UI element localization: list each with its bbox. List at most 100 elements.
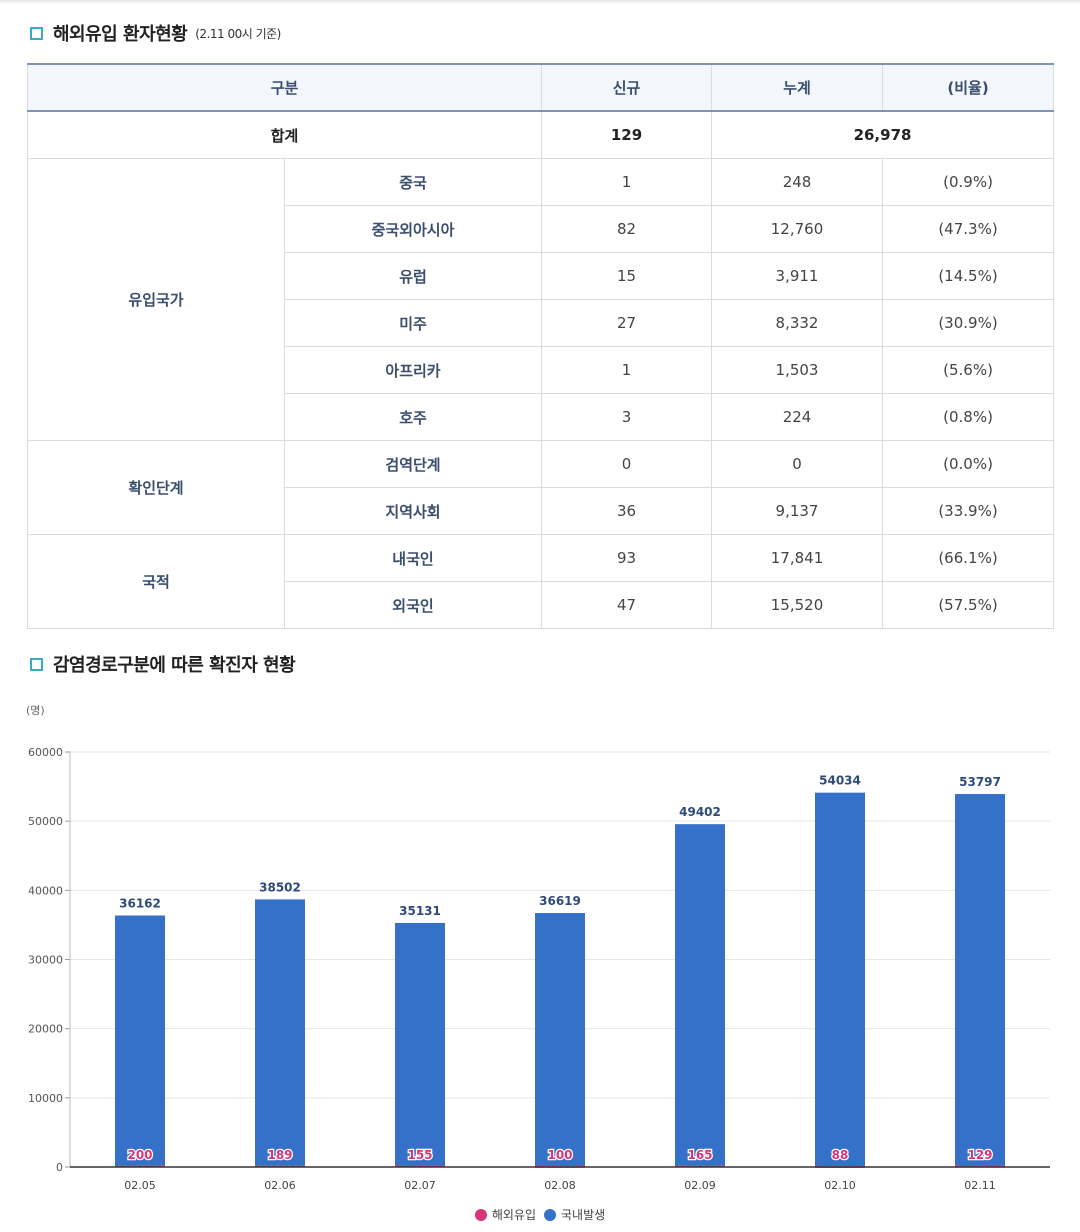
total-new: 129 <box>541 110 713 159</box>
y-tick-label: 20000 <box>28 1023 63 1036</box>
x-tick-label: 02.11 <box>964 1179 996 1192</box>
section-header-route: 감염경로구분에 따른 확진자 현황 <box>30 651 296 677</box>
legend-label: 해외유입 <box>491 1208 536 1222</box>
table-row: 외국인 47 15,520 (57.5%) <box>28 581 1055 629</box>
x-tick-label: 02.10 <box>824 1179 856 1192</box>
table-row: 확인단계 검역단계 0 0 (0.0%) <box>27 440 1055 535</box>
section-title: 해외유입 환자현황 <box>53 24 188 45</box>
header-cumulative: 누계 <box>711 63 884 112</box>
bar-domestic <box>535 913 585 1167</box>
row-ratio: (5.6%) <box>882 346 1055 394</box>
data-label-domestic: 35131 <box>399 904 441 918</box>
row-cumulative: 15,520 <box>711 581 884 629</box>
x-tick-label: 02.08 <box>544 1179 576 1192</box>
data-label-domestic: 36162 <box>119 896 161 910</box>
row-label: 내국인 <box>283 534 543 582</box>
data-label-overseas: 200 <box>127 1148 152 1162</box>
data-label-domestic: 38502 <box>259 880 301 894</box>
table-row: 유입국가 중국 1 248 (0.9%) <box>27 158 1055 441</box>
row-new: 47 <box>541 581 713 629</box>
row-new: 82 <box>541 205 713 253</box>
row-ratio: (0.8%) <box>882 393 1055 441</box>
x-tick-label: 02.05 <box>124 1179 156 1192</box>
table-row: 중국외아시아 82 12,760 (47.3%) <box>28 205 1055 253</box>
row-cumulative: 17,841 <box>711 534 884 582</box>
x-tick-label: 02.06 <box>264 1179 296 1192</box>
row-new: 0 <box>541 440 713 488</box>
bar-domestic <box>955 794 1005 1167</box>
bar-domestic <box>675 824 725 1166</box>
header-ratio: (비율) <box>882 63 1055 112</box>
group-label: 확인단계 <box>27 440 285 535</box>
bar-domestic <box>115 915 165 1166</box>
row-label: 호주 <box>283 393 543 441</box>
row-ratio: (14.5%) <box>882 252 1055 300</box>
table-header-row: 구분 신규 누계 (비율) <box>26 63 1055 112</box>
row-cumulative: 12,760 <box>711 205 884 253</box>
row-ratio: (57.5%) <box>882 581 1055 629</box>
data-label-domestic: 36619 <box>539 894 581 908</box>
square-bullet-icon <box>30 26 43 40</box>
x-tick-label: 02.09 <box>684 1179 716 1192</box>
row-label: 미주 <box>283 299 543 347</box>
overseas-cases-table: 구분 신규 누계 (비율) 합계 129 26,978 유입국가 중국 1 248 (0… <box>26 63 1055 629</box>
data-label-domestic: 54034 <box>819 774 861 788</box>
section-subtitle: (2.11 00시 기준) <box>195 26 281 41</box>
row-label: 검역단계 <box>283 440 543 488</box>
row-cumulative: 3,911 <box>711 252 884 300</box>
group-label: 국적 <box>27 534 285 629</box>
y-tick-label: 40000 <box>28 884 63 897</box>
table-row: 유럽 15 3,911 (14.5%) <box>28 252 1055 300</box>
table-row: 국적 내국인 93 17,841 (66.1%) <box>27 534 1055 629</box>
row-new: 1 <box>541 158 713 206</box>
row-ratio: (47.3%) <box>882 205 1055 253</box>
total-row: 합계 129 26,978 <box>26 110 1055 159</box>
row-new: 15 <box>541 252 713 300</box>
row-label: 지역사회 <box>283 487 543 535</box>
row-cumulative: 8,332 <box>711 299 884 347</box>
y-tick-label: 10000 <box>28 1092 63 1105</box>
y-tick-label: 50000 <box>28 815 63 828</box>
square-bullet-icon <box>30 657 43 671</box>
header-new: 신규 <box>541 63 713 112</box>
x-tick-label: 02.07 <box>404 1179 436 1192</box>
row-ratio: (66.1%) <box>882 534 1055 582</box>
row-new: 27 <box>541 299 713 347</box>
data-label-overseas: 100 <box>547 1148 572 1162</box>
row-label: 중국 <box>283 158 543 206</box>
total-cumulative: 26,978 <box>711 110 1055 159</box>
legend-item[interactable]: 국내발생 <box>544 1206 605 1223</box>
row-ratio: (30.9%) <box>882 299 1055 347</box>
y-unit-label: (명) <box>26 704 45 717</box>
top-shadow <box>0 0 1080 4</box>
row-new: 36 <box>541 487 713 535</box>
header-category: 구분 <box>26 63 543 112</box>
table-row: 지역사회 36 9,137 (33.9%) <box>28 487 1055 535</box>
row-cumulative: 1,503 <box>711 346 884 394</box>
legend-label: 국내발생 <box>561 1208 606 1222</box>
data-label-overseas: 88 <box>832 1148 849 1162</box>
data-label-overseas: 129 <box>967 1148 992 1162</box>
bar-domestic <box>815 792 865 1167</box>
bar-domestic <box>255 899 305 1166</box>
y-tick-label: 30000 <box>28 954 63 967</box>
row-cumulative: 0 <box>711 440 884 488</box>
bar-domestic <box>395 922 445 1166</box>
table-row: 미주 27 8,332 (30.9%) <box>28 299 1055 347</box>
row-label: 외국인 <box>283 581 543 629</box>
legend-dot-icon <box>544 1208 556 1221</box>
y-tick-label: 60000 <box>28 746 63 759</box>
row-cumulative: 9,137 <box>711 487 884 535</box>
data-label-overseas: 155 <box>407 1148 432 1162</box>
row-new: 1 <box>541 346 713 394</box>
row-label: 유럽 <box>283 252 543 300</box>
data-label-overseas: 165 <box>687 1148 712 1162</box>
legend-item[interactable]: 해외유입 <box>474 1206 536 1223</box>
row-ratio: (0.0%) <box>882 440 1055 488</box>
chart-legend: 해외유입 국내발생 <box>0 1206 1080 1223</box>
row-label: 중국외아시아 <box>283 205 543 253</box>
group-label: 유입국가 <box>27 158 285 441</box>
data-label-domestic: 49402 <box>679 805 721 819</box>
section-header-overseas: 해외유입 환자현황 (2.11 00시 기준) <box>30 20 281 46</box>
data-label-domestic: 53797 <box>959 775 1001 789</box>
